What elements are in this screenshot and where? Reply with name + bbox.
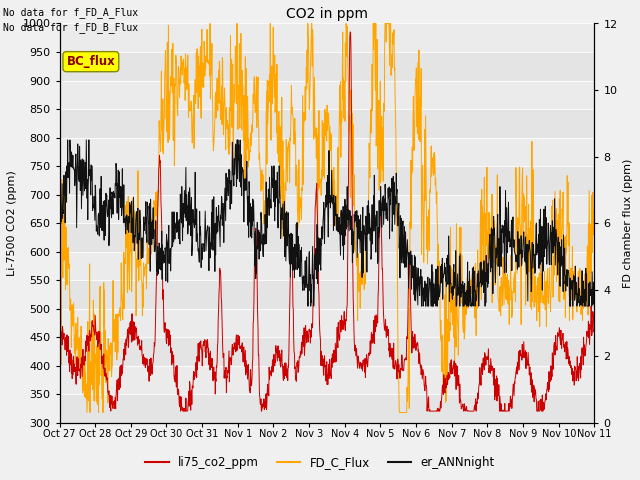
Bar [60,252,595,280]
Y-axis label: Li-7500 CO2 (ppm): Li-7500 CO2 (ppm) [7,170,17,276]
Text: BC_flux: BC_flux [67,55,115,68]
Text: No data for f_FD_B_Flux: No data for f_FD_B_Flux [3,22,138,33]
Bar [60,309,595,337]
Bar [60,81,595,109]
Bar [60,137,595,166]
Bar [60,166,595,194]
Bar [60,109,595,137]
Bar [60,52,595,81]
Bar [60,24,595,52]
Text: No data for f_FD_A_Flux: No data for f_FD_A_Flux [3,7,138,18]
Bar [60,365,595,394]
Bar [60,223,595,252]
Y-axis label: FD chamber flux (ppm): FD chamber flux (ppm) [623,158,633,288]
Bar [60,337,595,365]
Bar [60,194,595,223]
Legend: li75_co2_ppm, FD_C_Flux, er_ANNnight: li75_co2_ppm, FD_C_Flux, er_ANNnight [140,452,500,474]
Bar [60,280,595,309]
Bar [60,394,595,422]
Title: CO2 in ppm: CO2 in ppm [286,7,368,21]
